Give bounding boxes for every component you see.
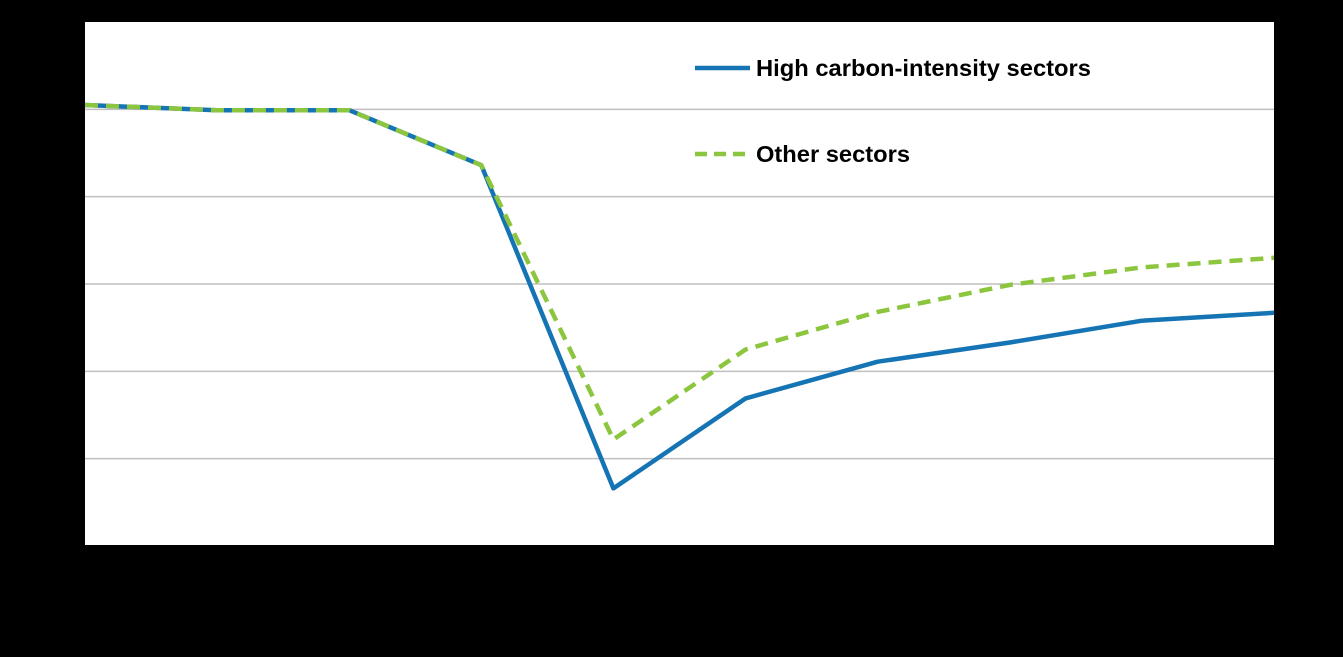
legend-label: High carbon-intensity sectors: [756, 55, 1091, 81]
x-axis: [85, 546, 1274, 552]
legend-label: Other sectors: [756, 141, 910, 167]
